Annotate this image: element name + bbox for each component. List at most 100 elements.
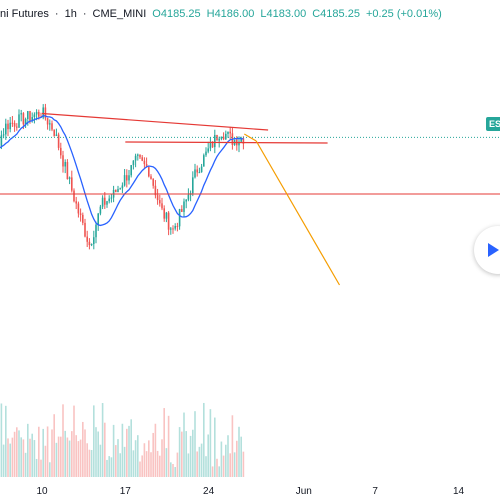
volume-bar (40, 459, 42, 477)
volume-bar (163, 408, 165, 477)
volume-bar (218, 466, 220, 477)
candle-body (101, 197, 104, 207)
volume-bar (231, 415, 234, 477)
volume-bar (183, 412, 185, 477)
candle-body (123, 175, 126, 186)
volume-bar (209, 409, 212, 477)
volume-bar (233, 452, 236, 477)
volume-bar (75, 435, 77, 477)
candle-body (170, 228, 172, 230)
candle-body (95, 224, 97, 238)
volume-bar (35, 458, 38, 477)
candle-body (38, 111, 40, 117)
volume-bar (33, 440, 36, 477)
candle-body (130, 165, 132, 176)
candle-body (238, 141, 240, 146)
volume-bar (115, 445, 117, 477)
exchange-label: CME_MINI (92, 8, 147, 20)
candle-body (104, 197, 106, 205)
x-tick-label: 17 (120, 486, 132, 497)
volume-bar (167, 415, 170, 477)
candle-body (99, 206, 102, 214)
volume-bar (119, 453, 121, 477)
candle-body (167, 212, 170, 230)
candle-body (18, 114, 20, 128)
volume-bar (7, 438, 9, 477)
candle-body (203, 155, 205, 167)
axis-layer: 10 17 24 Jun 7 14 (0, 478, 500, 500)
candle-body (141, 157, 143, 161)
interval-label[interactable]: 1h (64, 8, 77, 20)
candle-body (68, 177, 71, 180)
volume-bar (174, 466, 176, 477)
volume-bar (24, 452, 27, 477)
volume-bar (44, 445, 47, 477)
candle-body (2, 134, 5, 136)
volume-bar (42, 428, 44, 477)
volume-bar (145, 451, 148, 477)
volume-bar (18, 430, 20, 477)
volume-bar (64, 430, 66, 477)
candle-body (66, 162, 69, 180)
volume-bar (84, 429, 86, 477)
candle-body (108, 198, 110, 202)
volume-bar (148, 440, 150, 477)
volume-bar (110, 457, 113, 477)
candle-body (150, 176, 152, 179)
candle-body (42, 107, 44, 118)
candle-body (121, 185, 124, 189)
candle-body (53, 129, 55, 136)
candle-body (227, 131, 229, 134)
candle-body (35, 111, 38, 115)
volume-bar (189, 435, 192, 477)
candle-body (137, 154, 139, 156)
volume-bar (207, 434, 209, 477)
volume-bar (220, 441, 223, 477)
volume-bar (156, 450, 159, 477)
volume-bar (51, 429, 53, 477)
volume-bar (88, 449, 91, 477)
candle-body (5, 123, 7, 135)
candle-body (84, 222, 86, 237)
candle-body (16, 126, 18, 128)
candle-body (110, 197, 113, 199)
candle-body (126, 175, 128, 181)
volume-bar (152, 432, 154, 477)
candle-body (132, 160, 135, 166)
volume-bar (205, 456, 207, 477)
volume-bar (172, 463, 174, 477)
volume-bar (73, 405, 75, 477)
drawing-layer (0, 112, 500, 286)
candle-body (29, 111, 31, 122)
volume-bar (20, 437, 22, 477)
candle-body (220, 136, 223, 139)
candle-body (71, 177, 73, 191)
volume-bar (53, 414, 55, 477)
candle-body (64, 162, 66, 167)
volume-bar (154, 423, 157, 477)
candle-body (9, 122, 11, 130)
x-axis-background (0, 478, 500, 500)
volume-bar (143, 443, 146, 477)
volume-bar (77, 441, 80, 477)
candle-body (90, 244, 93, 246)
candle-body (60, 147, 62, 156)
x-tick-label: Jun (296, 486, 312, 497)
volume-bar (97, 431, 99, 477)
projection-line (255, 140, 341, 286)
candle-body (44, 107, 47, 119)
moving-average-line (0, 115, 244, 227)
volume-bar (238, 426, 240, 477)
symbol-title[interactable]: ni Futures (0, 8, 49, 20)
candle-body (73, 190, 75, 202)
x-tick-label: 10 (36, 486, 48, 497)
candle-body (55, 134, 58, 136)
volume-bar (126, 428, 128, 477)
candle-body (178, 209, 181, 227)
volume-bar (176, 452, 179, 477)
volume-bar (95, 427, 97, 477)
volume-bar (57, 436, 60, 477)
volume-bar (134, 440, 137, 477)
volume-bar (55, 442, 58, 477)
volume-bar (49, 462, 51, 477)
